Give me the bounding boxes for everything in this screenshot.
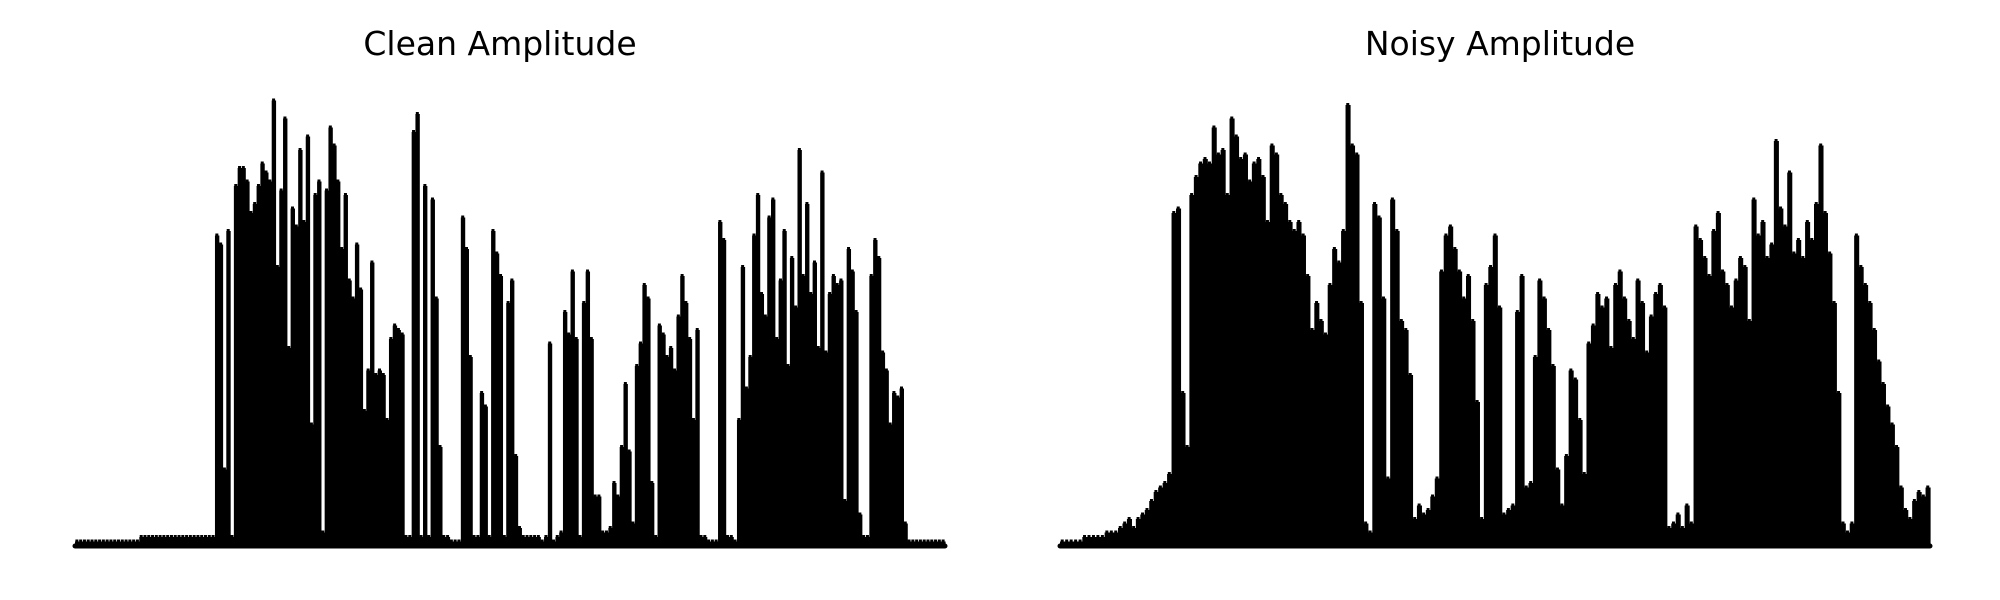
- chart-title-clean: Clean Amplitude: [363, 24, 637, 63]
- clean-amplitude-plot: [72, 98, 948, 549]
- noisy-amplitude-panel: Noisy Amplitude: [1000, 0, 2000, 600]
- chart-title-noisy: Noisy Amplitude: [1364, 24, 1636, 63]
- clean-amplitude-panel: Clean Amplitude: [72, 24, 948, 549]
- noisy-amplitude-plot: [1057, 103, 1933, 549]
